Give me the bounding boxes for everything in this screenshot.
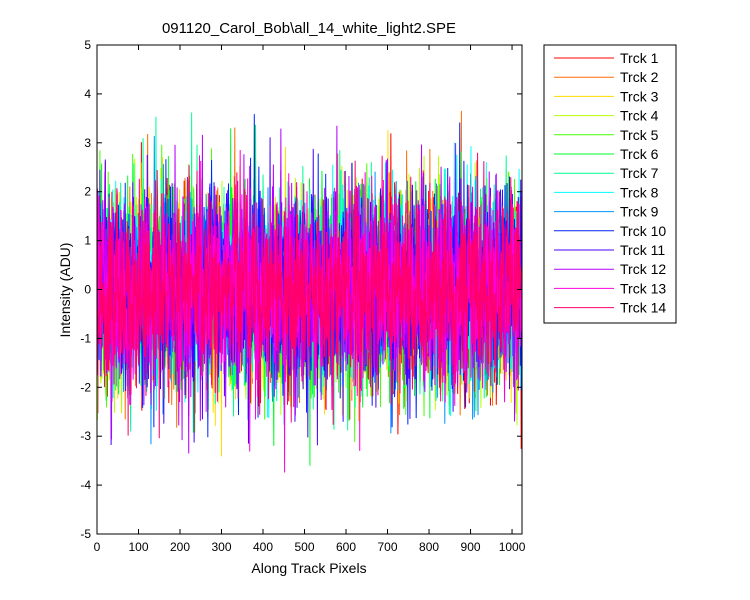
legend: Trck 1 Trck 2 Trck 3 Trck 4 Trck 5 Trck 6 Trck… — [543, 44, 677, 324]
legend-label-4: Trck 4 — [620, 108, 659, 124]
legend-label-7: Trck 7 — [620, 165, 659, 181]
series-line-13 — [97, 150, 522, 473]
y-tick-label: 5 — [84, 38, 91, 52]
legend-label-10: Trck 10 — [620, 223, 666, 239]
x-tick-label: 800 — [419, 540, 439, 554]
x-tick-label: 500 — [295, 540, 315, 554]
x-tick-label: 600 — [336, 540, 356, 554]
legend-label-8: Trck 8 — [620, 184, 659, 200]
x-tick-label: 900 — [461, 540, 481, 554]
x-tick-label: 700 — [378, 540, 398, 554]
legend-label-6: Trck 6 — [620, 146, 659, 162]
y-tick-label: -2 — [80, 380, 91, 394]
y-tick-label: -3 — [80, 429, 91, 443]
legend-label-5: Trck 5 — [620, 127, 659, 143]
plot-area — [97, 45, 522, 534]
y-tick-label: 0 — [84, 283, 91, 297]
axes: 0 100 200 300 400 500 600 700 800 900 1000 -5 -4 -3 -2… — [80, 38, 525, 554]
legend-box — [543, 44, 677, 324]
legend-label-9: Trck 9 — [620, 204, 659, 220]
y-tick-label: 2 — [84, 185, 91, 199]
y-tick-label: -4 — [80, 478, 91, 492]
legend-label-1: Trck 1 — [620, 50, 659, 66]
series-line-14 — [97, 152, 522, 439]
x-tick-label: 1000 — [499, 540, 526, 554]
x-tick-label: 300 — [211, 540, 231, 554]
y-tick-label: 1 — [84, 234, 91, 248]
y-tick-label: 3 — [84, 136, 91, 150]
y-tick-label: -5 — [80, 527, 91, 541]
x-tick-label: 400 — [253, 540, 273, 554]
legend-label-14: Trck 14 — [620, 300, 666, 316]
x-tick-label: 200 — [170, 540, 190, 554]
legend-label-11: Trck 11 — [620, 242, 665, 258]
chart-title: 091120_Carol_Bob\all_14_white_light2.SPE — [162, 20, 456, 37]
legend-label-2: Trck 2 — [620, 69, 659, 85]
x-axis-label: Along Track Pixels — [251, 560, 366, 576]
legend-label-12: Trck 12 — [620, 261, 666, 277]
y-tick-label: -1 — [80, 331, 91, 345]
y-tick-label: 4 — [84, 87, 91, 101]
x-tick-label: 0 — [94, 540, 101, 554]
legend-label-13: Trck 13 — [620, 280, 666, 296]
x-tick-label: 100 — [128, 540, 148, 554]
legend-label-3: Trck 3 — [620, 88, 659, 104]
y-axis-label: Intensity (ADU) — [57, 243, 73, 338]
